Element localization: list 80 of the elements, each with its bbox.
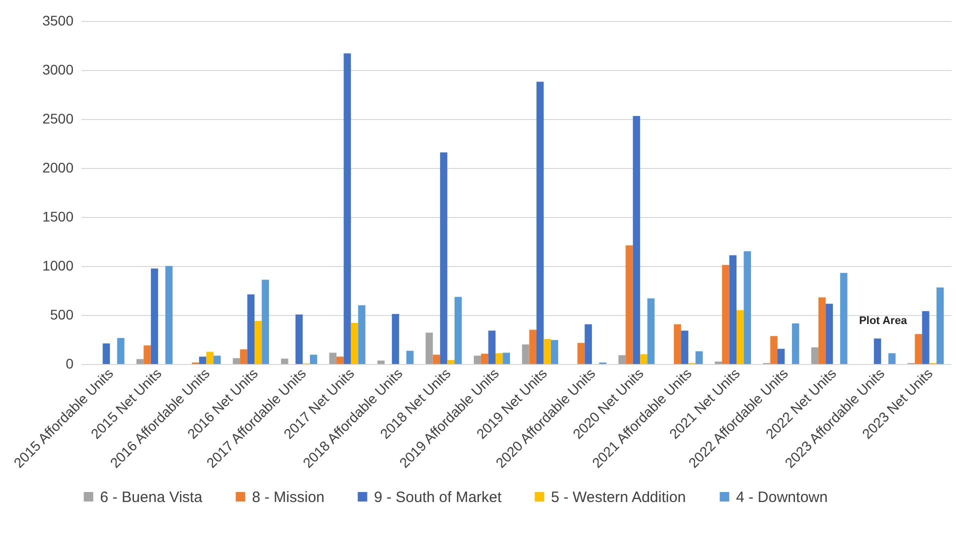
bar <box>474 356 482 364</box>
bar <box>729 255 737 364</box>
bar <box>392 314 400 364</box>
bar <box>454 296 462 364</box>
bar <box>640 354 648 364</box>
bar <box>240 349 248 364</box>
bar <box>632 116 640 364</box>
bar <box>281 358 288 364</box>
bar <box>247 294 255 364</box>
bar <box>722 265 730 364</box>
bar <box>206 352 214 364</box>
legend-label: 4 - Downtown <box>736 488 828 506</box>
bar <box>406 350 414 364</box>
bar <box>536 82 544 364</box>
bar <box>377 360 385 364</box>
bar <box>262 280 269 364</box>
y-tick-label: 3500 <box>42 12 74 28</box>
bar <box>232 358 240 364</box>
annotation: Plot Area <box>859 315 908 327</box>
bar <box>344 53 351 364</box>
y-tick-label: 500 <box>50 306 74 322</box>
bar <box>529 330 536 364</box>
bar <box>936 288 944 364</box>
bar <box>488 330 496 364</box>
bar <box>826 304 833 364</box>
legend-label: 6 - Buena Vista <box>100 488 203 506</box>
bar <box>502 352 510 364</box>
bar <box>165 266 173 364</box>
bar <box>696 351 703 364</box>
bar <box>150 268 158 364</box>
bar <box>647 298 655 364</box>
bar <box>681 330 688 364</box>
bar <box>770 336 778 364</box>
y-tick-label: 0 <box>66 356 74 372</box>
bar <box>358 305 366 364</box>
bar <box>736 310 744 364</box>
bar <box>350 322 358 364</box>
bar <box>792 323 800 364</box>
bar <box>447 360 455 364</box>
bar <box>117 338 124 364</box>
y-tick-label: 3000 <box>42 62 74 78</box>
y-tick-label: 1500 <box>42 208 74 224</box>
bar <box>626 245 633 364</box>
y-tick-label: 1000 <box>42 258 74 274</box>
bar <box>432 354 440 364</box>
bar <box>840 272 848 364</box>
bar <box>136 359 144 364</box>
bar <box>310 354 318 364</box>
bar <box>550 340 558 364</box>
bar <box>295 314 303 364</box>
bar <box>914 334 922 364</box>
bar <box>874 338 882 364</box>
bar <box>744 251 751 364</box>
bar <box>777 348 785 364</box>
bar <box>199 356 206 364</box>
bar <box>214 356 221 364</box>
bar <box>922 311 930 364</box>
bar <box>674 324 682 364</box>
bar <box>888 353 896 364</box>
bar <box>496 353 503 364</box>
bar <box>426 332 433 364</box>
legend-label: 9 - South of Market <box>374 488 502 506</box>
bar <box>144 345 151 364</box>
bar <box>481 354 488 364</box>
bar <box>102 343 110 364</box>
legend-label: 8 - Mission <box>252 488 325 506</box>
bar <box>618 355 626 364</box>
bar <box>329 352 336 364</box>
bar <box>336 356 344 364</box>
y-tick-label: 2000 <box>42 160 74 176</box>
bar <box>811 347 818 364</box>
legend-label: 5 - Western Addition <box>551 488 686 506</box>
bar <box>584 324 592 364</box>
bar <box>577 342 585 364</box>
bar <box>254 320 262 364</box>
bar <box>818 297 826 364</box>
bar <box>544 339 551 364</box>
y-tick-label: 2500 <box>42 110 74 126</box>
bar <box>522 344 530 364</box>
bar <box>440 152 448 364</box>
